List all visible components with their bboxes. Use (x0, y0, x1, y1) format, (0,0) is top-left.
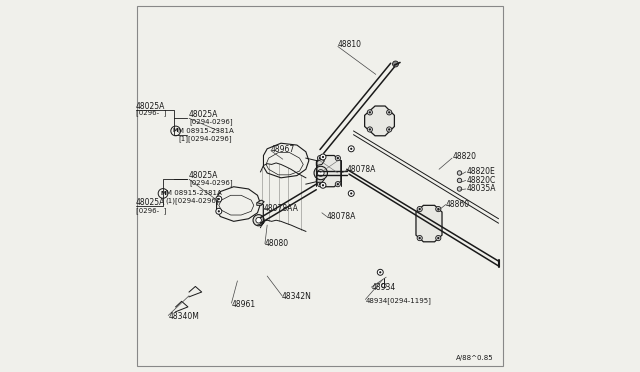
Circle shape (378, 269, 383, 275)
Polygon shape (365, 106, 394, 136)
Polygon shape (316, 177, 324, 182)
Text: 48967: 48967 (271, 145, 295, 154)
Circle shape (350, 192, 353, 195)
Circle shape (348, 190, 354, 196)
Text: 48820C: 48820C (466, 176, 495, 185)
Text: (1)[0294-0296]: (1)[0294-0296] (166, 198, 220, 204)
Circle shape (379, 271, 381, 273)
Text: [0296-  ]: [0296- ] (136, 207, 166, 214)
Text: 48810: 48810 (338, 40, 362, 49)
Circle shape (320, 154, 326, 160)
Circle shape (437, 237, 440, 239)
Text: M: M (160, 191, 166, 196)
Circle shape (216, 196, 222, 202)
Circle shape (350, 148, 353, 150)
Text: 48025A: 48025A (189, 171, 218, 180)
Text: A/88^0.85: A/88^0.85 (456, 355, 493, 361)
Circle shape (457, 187, 461, 191)
Text: 48934: 48934 (371, 283, 396, 292)
Polygon shape (317, 155, 341, 187)
Circle shape (369, 128, 371, 131)
Circle shape (322, 156, 324, 158)
Text: 48078A: 48078A (347, 165, 376, 174)
Text: 48820E: 48820E (466, 167, 495, 176)
Circle shape (317, 182, 323, 187)
Circle shape (387, 110, 392, 115)
Circle shape (319, 157, 321, 159)
Polygon shape (316, 159, 324, 166)
Circle shape (457, 178, 461, 183)
Circle shape (335, 155, 340, 161)
Circle shape (218, 210, 220, 212)
Circle shape (256, 218, 261, 223)
Circle shape (253, 215, 264, 226)
Circle shape (317, 155, 323, 161)
Text: 48025A: 48025A (136, 102, 165, 110)
Polygon shape (416, 205, 442, 242)
Circle shape (319, 183, 321, 185)
Circle shape (335, 182, 340, 187)
Text: M: M (173, 128, 179, 134)
Text: [0294-0296]: [0294-0296] (189, 180, 233, 186)
Circle shape (369, 111, 371, 113)
Circle shape (171, 126, 180, 136)
Text: 48025A: 48025A (189, 110, 218, 119)
Circle shape (320, 182, 326, 188)
Circle shape (457, 171, 461, 175)
Circle shape (388, 111, 390, 113)
Circle shape (337, 183, 339, 185)
Text: [1][0294-0296]: [1][0294-0296] (178, 135, 232, 142)
Circle shape (337, 157, 339, 159)
Text: 48934[0294-1195]: 48934[0294-1195] (365, 297, 431, 304)
Text: 48961: 48961 (232, 300, 255, 309)
Text: [0296-  ]: [0296- ] (136, 110, 166, 116)
Circle shape (314, 166, 328, 180)
Circle shape (367, 110, 372, 115)
Circle shape (419, 208, 421, 210)
Text: 48078A: 48078A (326, 212, 356, 221)
Circle shape (417, 206, 422, 212)
Circle shape (348, 146, 354, 152)
Circle shape (436, 235, 441, 241)
Polygon shape (257, 220, 264, 225)
Text: 48078AA: 48078AA (264, 204, 298, 213)
Text: 48080: 48080 (265, 239, 289, 248)
Circle shape (437, 208, 440, 210)
Circle shape (392, 61, 399, 67)
Text: 48035A: 48035A (466, 185, 496, 193)
Polygon shape (257, 200, 264, 205)
Circle shape (322, 184, 324, 186)
Circle shape (419, 237, 421, 239)
Circle shape (158, 189, 168, 198)
Circle shape (218, 198, 220, 200)
Circle shape (436, 206, 441, 212)
Circle shape (388, 128, 390, 131)
Text: 48860: 48860 (445, 200, 470, 209)
Text: 48820: 48820 (452, 153, 476, 161)
Circle shape (317, 170, 324, 176)
Text: 48340M: 48340M (168, 312, 199, 321)
Text: [0294-0296]: [0294-0296] (189, 119, 233, 125)
Circle shape (387, 127, 392, 132)
Text: 48342N: 48342N (282, 292, 312, 301)
Circle shape (216, 208, 222, 214)
Text: 48025A: 48025A (136, 198, 165, 207)
Text: M 08915-2381A: M 08915-2381A (178, 128, 234, 134)
Text: M 08915-2381A: M 08915-2381A (166, 190, 221, 196)
Circle shape (381, 283, 386, 288)
Circle shape (417, 235, 422, 241)
Circle shape (367, 127, 372, 132)
